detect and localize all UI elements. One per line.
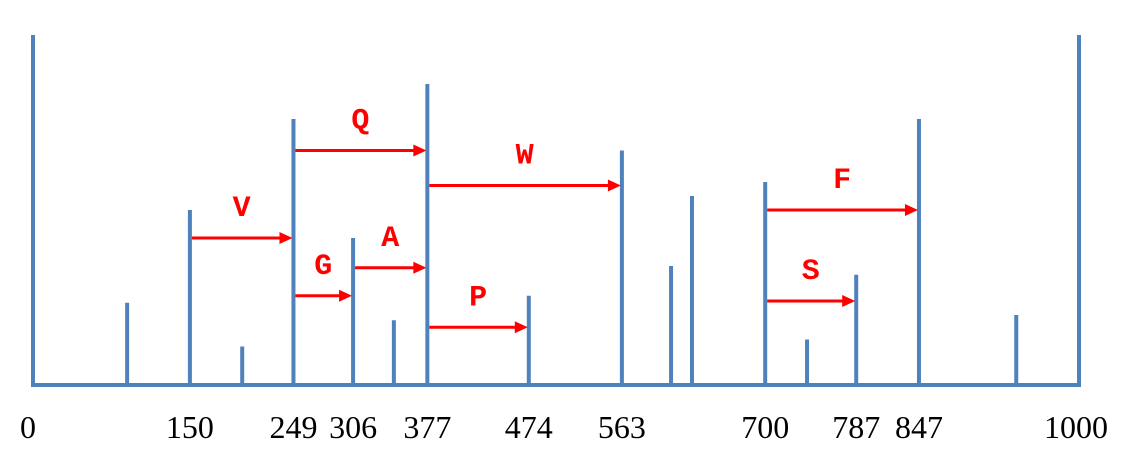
x-tick-label: 306 <box>329 409 377 445</box>
x-tick-label: 0 <box>20 409 36 445</box>
arrow-head <box>413 144 427 157</box>
x-tick-label: 150 <box>166 409 214 445</box>
arrow-head <box>514 321 528 334</box>
x-tick-label: 377 <box>403 409 451 445</box>
tick-labels-layer: 0 150 249 306 377 474 563 700 787 847 1000 <box>20 409 1108 445</box>
arrow-head <box>413 261 427 274</box>
transition-arrow-a: A <box>355 222 427 274</box>
transition-arrows-layer: V G A Q P W F S <box>191 105 918 334</box>
arrow-head <box>279 232 293 244</box>
x-tick-label: 563 <box>598 409 646 445</box>
peaks-layer <box>31 35 1081 385</box>
transition-label: F <box>833 164 851 198</box>
transition-label: V <box>233 192 251 226</box>
x-tick-label: 249 <box>269 409 317 445</box>
arrow-head <box>607 179 621 192</box>
transition-label: A <box>381 222 399 256</box>
x-tick-label: 847 <box>895 409 943 445</box>
transition-arrow-v: V <box>191 192 293 244</box>
transition-label: G <box>314 250 332 284</box>
transition-label: Q <box>351 105 369 139</box>
transition-arrow-p: P <box>429 281 528 334</box>
transition-label: P <box>469 281 487 315</box>
x-tick-label: 474 <box>505 409 553 445</box>
transition-arrow-g: G <box>295 250 353 302</box>
transition-label: W <box>516 140 534 174</box>
transition-arrow-s: S <box>767 255 856 307</box>
transition-arrow-w: W <box>429 140 621 192</box>
arrow-head <box>904 204 918 216</box>
arrow-head <box>339 289 353 302</box>
x-tick-label: 1000 <box>1044 409 1108 445</box>
x-tick-label: 700 <box>741 409 789 445</box>
transition-arrow-f: F <box>767 164 918 216</box>
transition-arrow-q: Q <box>295 105 427 157</box>
transition-label: S <box>802 255 820 289</box>
arrow-head <box>842 295 856 307</box>
x-tick-label: 787 <box>832 409 880 445</box>
